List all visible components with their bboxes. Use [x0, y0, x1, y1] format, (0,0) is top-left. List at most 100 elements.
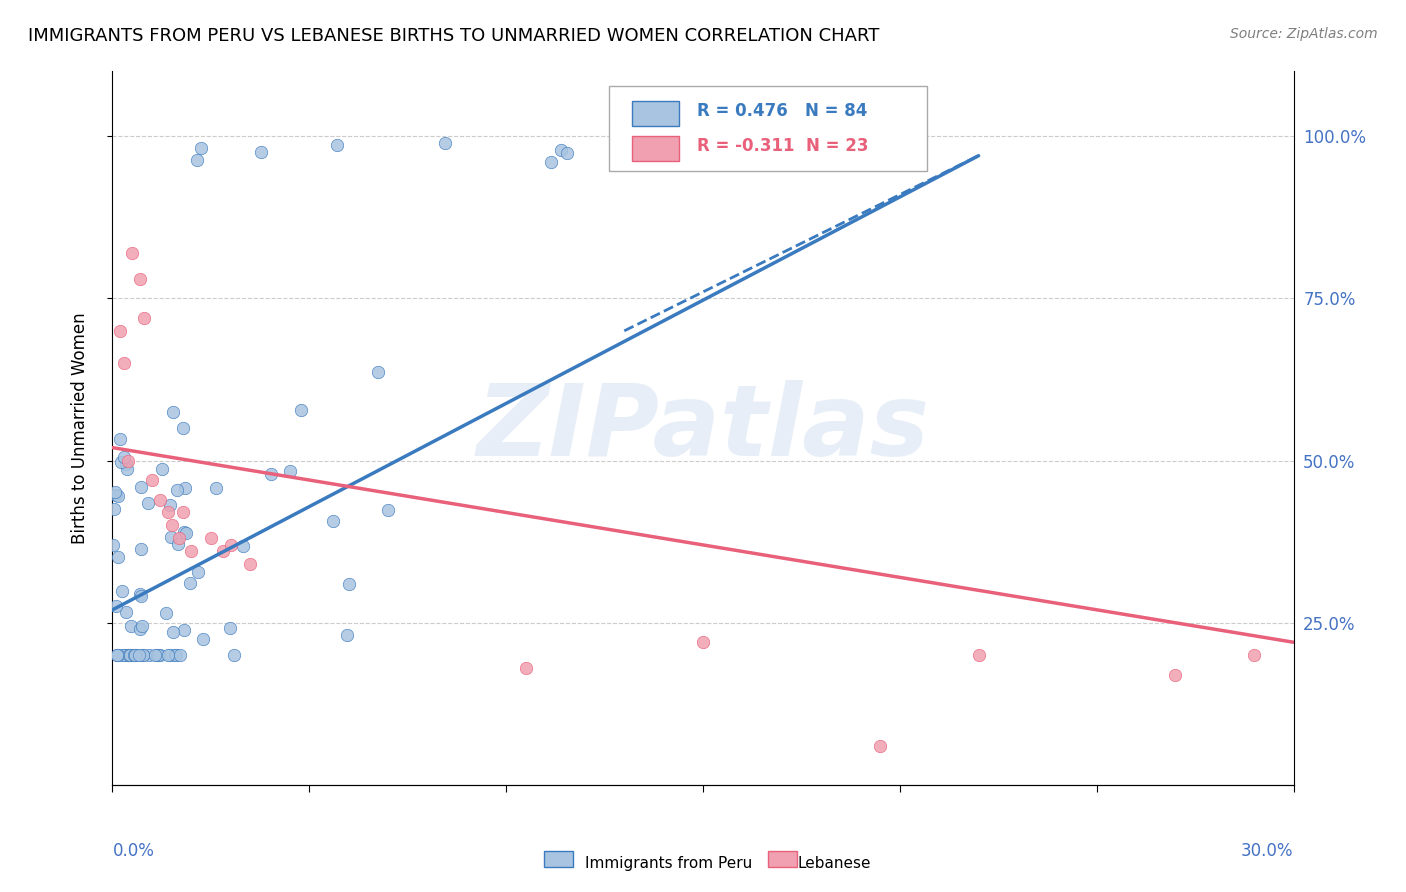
Text: 30.0%: 30.0% — [1241, 842, 1294, 860]
Immigrants from Peru — [250, 145, 273, 160]
Lebanese — [200, 532, 222, 546]
Immigrants from Peru — [322, 514, 344, 528]
Immigrants from Peru — [219, 621, 242, 635]
Immigrants from Peru — [118, 648, 141, 663]
Immigrants from Peru — [122, 648, 145, 663]
Immigrants from Peru — [112, 648, 135, 663]
Immigrants from Peru — [110, 583, 132, 598]
Bar — [633, 136, 679, 161]
Immigrants from Peru — [165, 648, 187, 663]
Immigrants from Peru — [115, 462, 138, 476]
Immigrants from Peru — [173, 524, 195, 539]
Lebanese — [1164, 667, 1187, 681]
Immigrants from Peru — [117, 648, 139, 663]
FancyBboxPatch shape — [609, 86, 928, 171]
Immigrants from Peru — [146, 648, 169, 663]
Immigrants from Peru — [101, 538, 124, 552]
Lebanese — [156, 506, 179, 520]
Immigrants from Peru — [107, 489, 129, 503]
Lebanese — [121, 246, 143, 260]
Immigrants from Peru — [111, 648, 134, 663]
Immigrants from Peru — [367, 365, 389, 379]
Immigrants from Peru — [131, 618, 153, 632]
Immigrants from Peru — [118, 648, 141, 663]
Immigrants from Peru — [339, 577, 361, 591]
Immigrants from Peru — [105, 488, 128, 502]
Immigrants from Peru — [105, 648, 128, 663]
Immigrants from Peru — [150, 462, 173, 476]
Immigrants from Peru — [290, 403, 312, 417]
Immigrants from Peru — [166, 483, 188, 498]
Immigrants from Peru — [540, 155, 562, 169]
Bar — [633, 102, 679, 127]
Immigrants from Peru — [173, 623, 195, 637]
Lebanese — [160, 518, 183, 533]
Immigrants from Peru — [190, 141, 212, 155]
Immigrants from Peru — [166, 537, 188, 551]
Immigrants from Peru — [107, 550, 129, 565]
Text: 0.0%: 0.0% — [112, 842, 155, 860]
Immigrants from Peru — [129, 589, 152, 603]
Lebanese — [117, 453, 139, 467]
Immigrants from Peru — [278, 464, 301, 478]
Immigrants from Peru — [222, 648, 245, 663]
Immigrants from Peru — [108, 432, 131, 446]
Immigrants from Peru — [120, 618, 142, 632]
Immigrants from Peru — [187, 566, 209, 580]
Immigrants from Peru — [143, 648, 166, 663]
Text: IMMIGRANTS FROM PERU VS LEBANESE BIRTHS TO UNMARRIED WOMEN CORRELATION CHART: IMMIGRANTS FROM PERU VS LEBANESE BIRTHS … — [28, 27, 880, 45]
Immigrants from Peru — [114, 457, 136, 471]
Immigrants from Peru — [117, 648, 139, 663]
Immigrants from Peru — [179, 575, 201, 590]
Immigrants from Peru — [124, 648, 146, 663]
Lebanese — [211, 544, 233, 558]
Immigrants from Peru — [104, 485, 127, 500]
Immigrants from Peru — [110, 455, 132, 469]
Immigrants from Peru — [107, 648, 129, 663]
Immigrants from Peru — [157, 648, 180, 663]
Immigrants from Peru — [159, 648, 181, 663]
Immigrants from Peru — [172, 421, 194, 435]
Immigrants from Peru — [336, 628, 359, 642]
Immigrants from Peru — [129, 480, 152, 494]
Immigrants from Peru — [117, 648, 139, 663]
Lebanese — [110, 324, 132, 338]
Immigrants from Peru — [107, 648, 129, 663]
Immigrants from Peru — [173, 481, 195, 495]
Immigrants from Peru — [138, 648, 160, 663]
Bar — [768, 851, 797, 867]
Lebanese — [967, 648, 990, 663]
Lebanese — [515, 661, 537, 675]
Immigrants from Peru — [193, 632, 215, 647]
Lebanese — [180, 544, 202, 558]
Immigrants from Peru — [132, 648, 155, 663]
Lebanese — [1243, 648, 1265, 663]
Lebanese — [219, 538, 242, 552]
Immigrants from Peru — [260, 467, 283, 481]
Text: Lebanese: Lebanese — [797, 856, 870, 871]
Immigrants from Peru — [128, 587, 150, 601]
Immigrants from Peru — [149, 648, 172, 663]
Immigrants from Peru — [155, 607, 177, 621]
Lebanese — [132, 310, 155, 325]
Lebanese — [169, 532, 191, 546]
Immigrants from Peru — [434, 136, 457, 150]
Immigrants from Peru — [205, 481, 228, 495]
Immigrants from Peru — [146, 648, 169, 663]
Immigrants from Peru — [128, 648, 150, 663]
Immigrants from Peru — [159, 498, 181, 512]
Lebanese — [112, 356, 135, 370]
Immigrants from Peru — [186, 153, 208, 167]
Immigrants from Peru — [103, 502, 125, 516]
Immigrants from Peru — [377, 503, 399, 517]
Immigrants from Peru — [114, 605, 136, 619]
Immigrants from Peru — [162, 404, 184, 418]
Immigrants from Peru — [160, 530, 183, 544]
Immigrants from Peru — [105, 599, 128, 614]
Immigrants from Peru — [163, 648, 186, 663]
Text: R = -0.311  N = 23: R = -0.311 N = 23 — [697, 137, 869, 155]
Immigrants from Peru — [174, 525, 197, 540]
Lebanese — [869, 739, 891, 753]
Immigrants from Peru — [550, 143, 572, 157]
Immigrants from Peru — [125, 648, 148, 663]
